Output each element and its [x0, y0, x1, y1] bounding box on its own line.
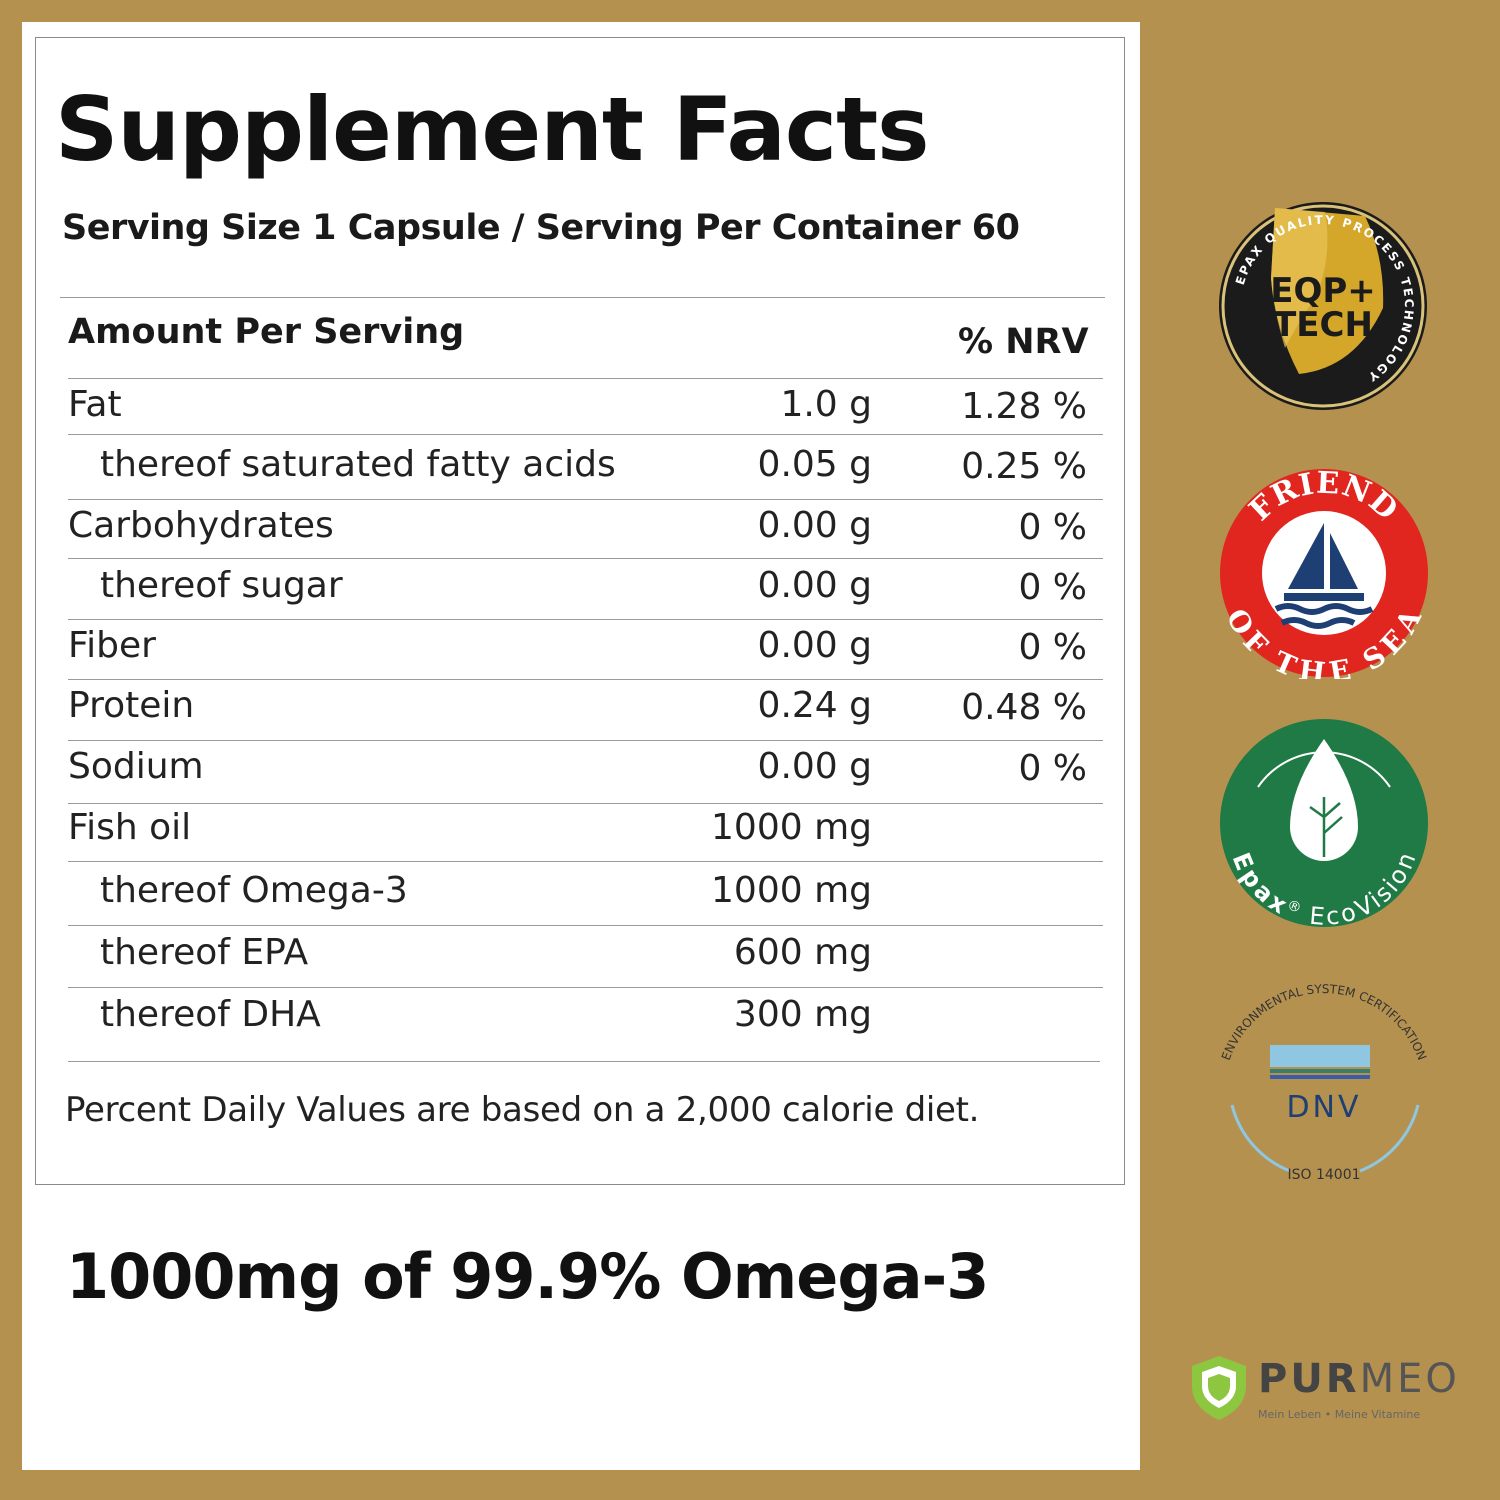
nutrient-nrv: 0 % — [1018, 748, 1087, 789]
nutrient-name: thereof sugar — [100, 565, 343, 606]
friend-of-the-sea-icon: FRIEND OF THE SEA — [1220, 467, 1428, 679]
dnv-standard: ISO 14001 — [1287, 1167, 1360, 1183]
nutrient-nrv: 0.48 % — [961, 687, 1087, 728]
nrv-header: % NRV — [958, 322, 1089, 362]
headline: 1000mg of 99.9% Omega-3 — [66, 1240, 989, 1313]
amount-header: Amount Per Serving — [68, 312, 465, 352]
eco-reg: ® — [1285, 897, 1304, 917]
footnote: Percent Daily Values are based on a 2,00… — [65, 1090, 980, 1130]
row-divider — [68, 1061, 1100, 1062]
row-divider — [68, 558, 1103, 559]
row-divider — [68, 679, 1103, 680]
eqp-line2: TECH — [1273, 305, 1373, 345]
epax-ecovision-icon: Epax® EcoVision — [1220, 719, 1428, 929]
brand-tagline: Mein Leben • Meine Vitamine — [1258, 1408, 1421, 1421]
nutrient-name: Fish oil — [68, 807, 192, 848]
row-divider — [68, 740, 1103, 741]
label-panel — [22, 22, 1140, 1470]
nutrient-amount: 600 mg — [733, 932, 872, 973]
purmeo-shield-icon — [1192, 1356, 1246, 1420]
nutrient-name: Carbohydrates — [68, 505, 334, 546]
brand-logo: PURMEO Mein Leben • Meine Vitamine — [1188, 1350, 1478, 1430]
row-divider — [68, 619, 1103, 620]
dnv-iso-14001-icon: ENVIRONMENTAL SYSTEM CERTIFICATION DNV I… — [1219, 982, 1429, 1183]
brand-name: PURMEO — [1258, 1356, 1460, 1402]
nutrient-nrv: 1.28 % — [961, 386, 1087, 427]
nutrient-amount: 0.00 g — [757, 746, 872, 787]
nutrient-name: Protein — [68, 685, 195, 726]
eqp-tech-seal-icon: EQP+ TECH EPAX QUALITY PROCESS TECHNOLOG… — [1219, 202, 1427, 410]
nutrient-name: thereof DHA — [100, 994, 321, 1035]
row-divider — [68, 861, 1103, 862]
nutrient-nrv: 0.25 % — [961, 446, 1087, 487]
nutrient-name: Fiber — [68, 625, 156, 666]
nutrient-nrv: 0 % — [1018, 567, 1087, 608]
nutrient-name: thereof Omega-3 — [100, 870, 408, 911]
page-title: Supplement Facts — [55, 78, 930, 181]
nutrient-amount: 0.00 g — [757, 505, 872, 546]
nutrient-name: thereof EPA — [100, 932, 309, 973]
row-divider — [68, 499, 1103, 500]
nutrient-nrv: 0 % — [1018, 507, 1087, 548]
serving-info: Serving Size 1 Capsule / Serving Per Con… — [62, 208, 1020, 248]
nutrient-amount: 0.05 g — [757, 444, 872, 485]
row-divider — [68, 378, 1103, 379]
nutrient-amount: 0.00 g — [757, 625, 872, 666]
nutrient-amount: 1000 mg — [711, 870, 872, 911]
nutrient-amount: 0.24 g — [757, 685, 872, 726]
nutrient-amount: 1.0 g — [780, 384, 872, 425]
row-divider — [68, 925, 1103, 926]
nutrient-amount: 1000 mg — [711, 807, 872, 848]
row-divider — [68, 987, 1103, 988]
row-divider — [68, 434, 1103, 435]
row-divider — [68, 803, 1103, 804]
dnv-name: DNV — [1286, 1090, 1361, 1125]
nutrient-name: Fat — [68, 384, 122, 425]
nutrient-amount: 300 mg — [733, 994, 872, 1035]
eqp-line1: EQP+ — [1270, 271, 1376, 311]
supplement-facts-box — [35, 37, 1125, 1185]
nutrient-name: thereof saturated fatty acids — [100, 444, 616, 485]
header-divider — [60, 297, 1105, 298]
nutrient-name: Sodium — [68, 746, 204, 787]
nutrient-amount: 0.00 g — [757, 565, 872, 606]
nutrient-nrv: 0 % — [1018, 627, 1087, 668]
